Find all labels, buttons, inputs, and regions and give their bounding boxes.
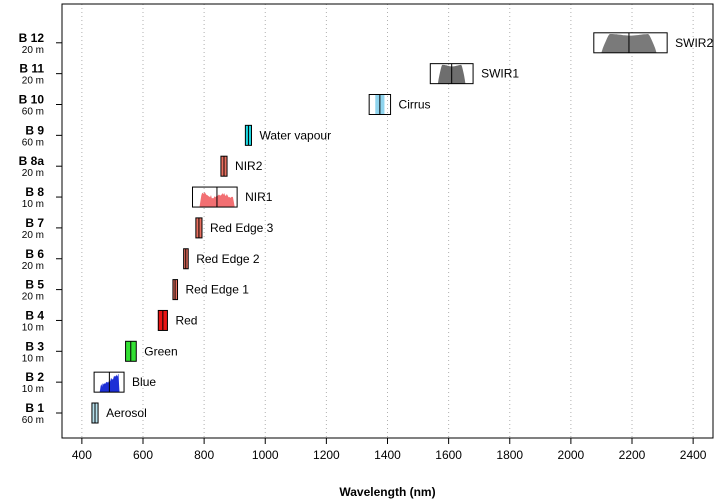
band-code-label: B 8a bbox=[19, 154, 45, 168]
bands: Aerosol Blue Green Red Red Edge 1 Red Edge 2 R… bbox=[91, 32, 713, 424]
band-b1: Aerosol bbox=[91, 402, 147, 424]
band-b8a: NIR2 bbox=[220, 155, 263, 177]
x-tick-label: 2400 bbox=[680, 448, 707, 462]
x-tick-label: 2000 bbox=[558, 448, 585, 462]
band-name-label: NIR1 bbox=[245, 190, 273, 204]
band-code-label: B 2 bbox=[25, 370, 44, 384]
band-code-label: B 9 bbox=[25, 123, 44, 137]
x-tick-label: 800 bbox=[194, 448, 214, 462]
band-code-label: B 5 bbox=[25, 278, 44, 292]
band-b2: Blue bbox=[93, 371, 156, 393]
band-resolution-label: 10 m bbox=[22, 384, 44, 395]
band-resolution-label: 10 m bbox=[22, 199, 44, 210]
band-name-label: Red Edge 3 bbox=[210, 221, 274, 235]
grid-lines bbox=[81, 4, 694, 438]
x-tick-label: 1000 bbox=[252, 448, 279, 462]
band-resolution-label: 20 m bbox=[22, 168, 44, 179]
band-name-label: Cirrus bbox=[399, 98, 431, 112]
band-code-label: B 12 bbox=[19, 31, 45, 45]
band-b9: Water vapour bbox=[244, 124, 331, 146]
band-code-label: B 6 bbox=[25, 247, 44, 261]
band-b5: Red Edge 1 bbox=[172, 279, 250, 301]
x-tick-label: 1400 bbox=[374, 448, 401, 462]
x-tick-label: 600 bbox=[133, 448, 153, 462]
x-tick-label: 1600 bbox=[435, 448, 462, 462]
band-name-label: Red Edge 1 bbox=[186, 283, 250, 297]
band-b6: Red Edge 2 bbox=[183, 248, 260, 270]
band-code-label: B 10 bbox=[19, 93, 45, 107]
band-resolution-label: 20 m bbox=[22, 230, 44, 241]
band-b11: SWIR1 bbox=[429, 63, 519, 85]
band-b8: NIR1 bbox=[192, 186, 273, 208]
band-code-label: B 1 bbox=[25, 401, 44, 415]
band-name-label: Red bbox=[175, 313, 197, 327]
band-name-label: SWIR1 bbox=[481, 67, 519, 81]
band-box bbox=[192, 186, 238, 208]
band-b12: SWIR2 bbox=[593, 32, 713, 54]
band-resolution-label: 10 m bbox=[22, 322, 44, 333]
band-resolution-label: 20 m bbox=[22, 292, 44, 303]
x-tick-label: 400 bbox=[72, 448, 92, 462]
band-code-label: B 7 bbox=[25, 216, 44, 230]
band-name-label: SWIR2 bbox=[675, 36, 713, 50]
band-name-label: Blue bbox=[132, 375, 156, 389]
x-tick-label: 1200 bbox=[313, 448, 340, 462]
band-code-label: B 8 bbox=[25, 185, 44, 199]
band-name-label: NIR2 bbox=[235, 159, 263, 173]
band-resolution-label: 60 m bbox=[22, 415, 44, 426]
x-tick-label: 2200 bbox=[619, 448, 646, 462]
band-b7: Red Edge 3 bbox=[195, 217, 274, 239]
x-tick-label: 1800 bbox=[496, 448, 523, 462]
band-name-label: Red Edge 2 bbox=[196, 252, 260, 266]
band-code-label: B 11 bbox=[19, 62, 44, 76]
band-resolution-label: 60 m bbox=[22, 107, 44, 118]
band-code-label: B 3 bbox=[25, 339, 44, 353]
band-name-label: Green bbox=[144, 344, 177, 358]
band-code-label: B 4 bbox=[25, 308, 44, 322]
band-b4: Red bbox=[157, 309, 197, 331]
band-resolution-label: 10 m bbox=[22, 353, 44, 364]
band-b10: Cirrus bbox=[368, 94, 431, 115]
band-resolution-label: 20 m bbox=[22, 261, 44, 272]
band-box bbox=[593, 32, 668, 54]
band-name-label: Aerosol bbox=[106, 406, 147, 420]
band-name-label: Water vapour bbox=[259, 128, 331, 142]
x-axis-title: Wavelength (nm) bbox=[339, 485, 435, 499]
band-resolution-label: 20 m bbox=[22, 45, 44, 56]
band-resolution-label: 60 m bbox=[22, 137, 44, 148]
x-axis: 400 600 800 1000 1200 1400 1600 1800 2000 2200 240… bbox=[72, 438, 707, 462]
y-axis: B 160 mB 210 mB 310 mB 410 mB 520 mB 620… bbox=[19, 31, 62, 426]
band-resolution-label: 20 m bbox=[22, 76, 44, 87]
band-b3: Green bbox=[125, 340, 178, 362]
